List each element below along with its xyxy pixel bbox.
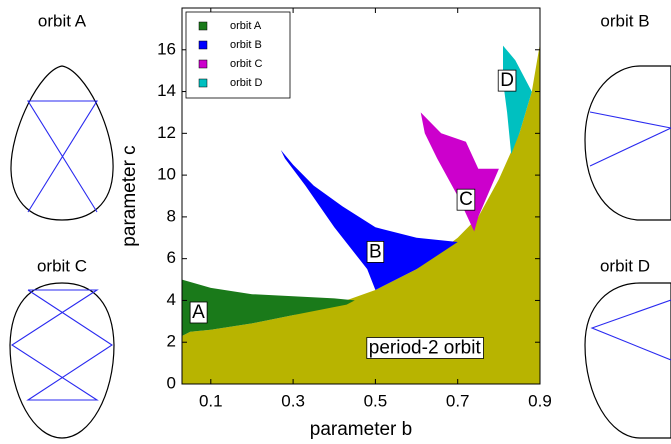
region-label: A xyxy=(189,301,208,324)
orbit-path xyxy=(589,111,671,129)
region-label-text: B xyxy=(369,241,382,262)
legend-swatch xyxy=(198,59,208,69)
diagram-title: orbit C xyxy=(37,256,87,275)
region-period-2 xyxy=(182,43,540,384)
y-tick-label: 12 xyxy=(157,123,176,142)
axes-frame xyxy=(181,7,541,385)
diagram-orbit-d: orbit D xyxy=(584,256,671,439)
diagram-title: orbit A xyxy=(38,11,87,30)
region-label-text: D xyxy=(500,70,514,91)
y-tick-label: 14 xyxy=(157,81,176,100)
x-tick-label: 0.3 xyxy=(281,391,305,410)
label-box xyxy=(456,188,476,211)
y-axis-label: parameter c xyxy=(119,145,140,246)
region-label: B xyxy=(366,241,385,263)
region-label-text: C xyxy=(459,189,473,210)
x-axis-label: parameter b xyxy=(310,419,412,440)
diagram-orbit-b: orbit B xyxy=(584,11,671,221)
label-box xyxy=(189,301,208,324)
y-tick-label: 4 xyxy=(167,290,176,309)
region-label: C xyxy=(456,188,476,211)
billiard-outline xyxy=(584,65,671,221)
region-label-text: A xyxy=(192,302,205,323)
legend-label: orbit A xyxy=(230,20,262,32)
diagram-orbit-c: orbit C xyxy=(9,256,115,439)
orbit-path xyxy=(10,289,114,401)
legend-swatch xyxy=(198,40,208,50)
y-tick-label: 8 xyxy=(167,206,176,225)
orbit-path xyxy=(589,127,671,167)
y-tick-label: 10 xyxy=(157,165,176,184)
x-tick-label: 0.7 xyxy=(446,391,470,410)
billiard-outline xyxy=(584,282,671,439)
legend-label: orbit D xyxy=(230,77,262,89)
legend-swatch xyxy=(198,78,208,88)
diagram-orbit-a: orbit A xyxy=(10,11,114,221)
billiard-outline xyxy=(10,65,114,221)
orbit-path xyxy=(590,299,671,361)
legend-swatch xyxy=(198,21,208,31)
legend-label: orbit C xyxy=(230,58,262,70)
y-tick-label: 0 xyxy=(167,373,176,392)
y-tick-label: 6 xyxy=(167,248,176,267)
legend-label: orbit B xyxy=(230,39,262,51)
region xyxy=(182,279,355,336)
region-label: period-2 orbit xyxy=(366,337,484,359)
diagram-title: orbit D xyxy=(600,256,650,275)
y-tick-label: 16 xyxy=(157,39,176,58)
label-box xyxy=(497,69,517,92)
diagram-title: orbit B xyxy=(600,11,649,30)
billiard-outline xyxy=(9,282,115,439)
label-box xyxy=(366,241,385,263)
x-tick-label: 0.1 xyxy=(199,391,223,410)
label-box xyxy=(366,337,484,359)
region xyxy=(280,150,458,290)
x-tick-label: 0.9 xyxy=(528,391,552,410)
y-tick-label: 2 xyxy=(167,332,176,351)
orbit-path xyxy=(27,100,98,213)
x-tick-label: 0.5 xyxy=(364,391,388,410)
region xyxy=(420,112,499,232)
region-label-text: period-2 orbit xyxy=(369,338,482,359)
region-label: D xyxy=(497,69,517,92)
